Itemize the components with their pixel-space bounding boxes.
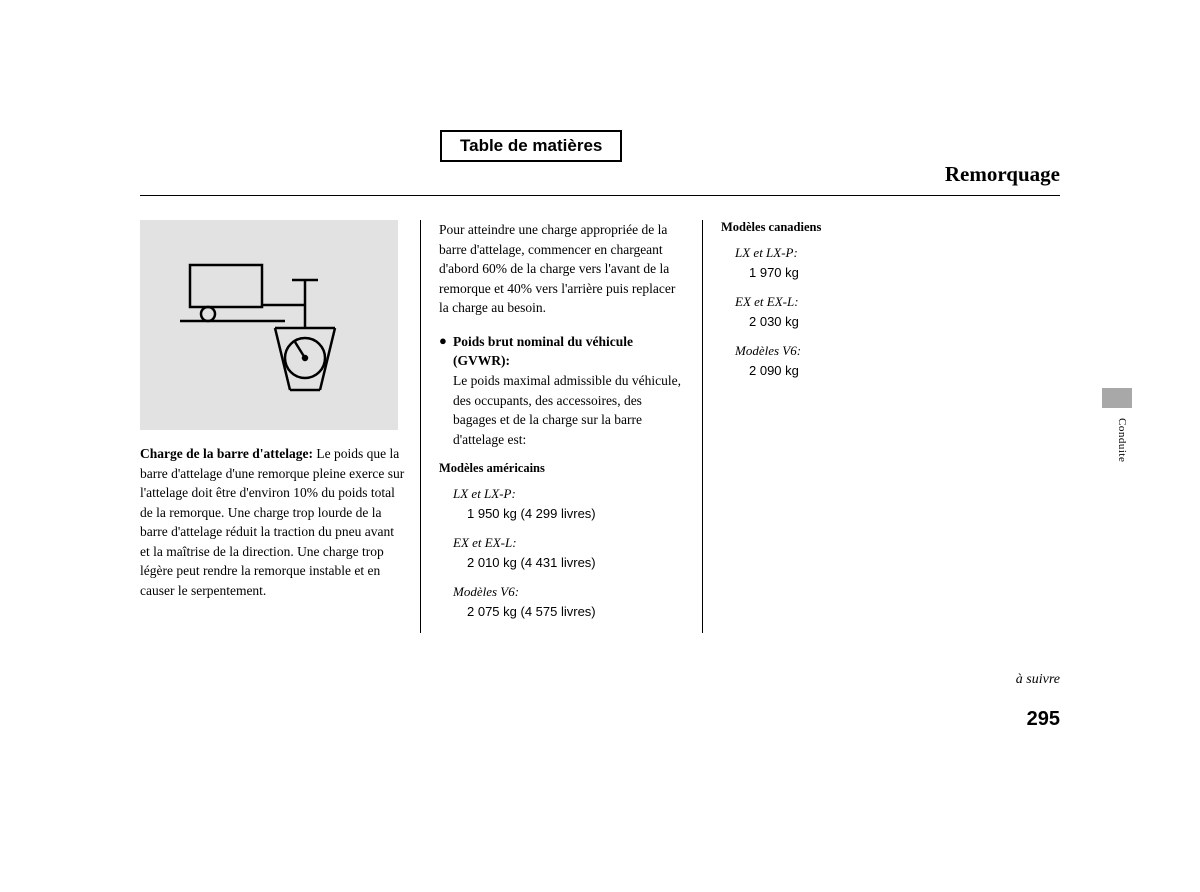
model-value: 1 970 kg <box>749 265 968 280</box>
continue-indicator: à suivre <box>1016 672 1060 688</box>
model-value: 2 010 kg (4 431 livres) <box>467 555 688 570</box>
divider <box>140 195 1060 196</box>
us-model-row: EX et EX-L: 2 010 kg (4 431 livres) <box>453 535 688 570</box>
section-tab-label: Conduite <box>1116 418 1128 462</box>
ca-model-row: LX et LX-P: 1 970 kg <box>735 245 968 280</box>
tongue-load-diagram <box>140 220 398 430</box>
column-1: Charge de la barre d'attelage: Le poids … <box>140 220 420 633</box>
us-model-row: Modèles V6: 2 075 kg (4 575 livres) <box>453 584 688 619</box>
gvwr-bold: Poids brut nominal du véhicule (GVWR): <box>453 334 633 369</box>
model-value: 1 950 kg (4 299 livres) <box>467 506 688 521</box>
toc-link[interactable]: Table de matières <box>440 130 622 162</box>
ca-model-row: EX et EX-L: 2 030 kg <box>735 294 968 329</box>
model-value: 2 090 kg <box>749 363 968 378</box>
tongue-load-paragraph: Charge de la barre d'attelage: Le poids … <box>140 444 406 601</box>
model-name: LX et LX-P: <box>453 486 688 502</box>
us-model-row: LX et LX-P: 1 950 kg (4 299 livres) <box>453 486 688 521</box>
model-name: Modèles V6: <box>735 343 968 359</box>
load-distribution-paragraph: Pour atteindre une charge appropriée de … <box>439 220 688 318</box>
trailer-scale-icon <box>180 260 360 400</box>
content-columns: Charge de la barre d'attelage: Le poids … <box>140 220 982 633</box>
ca-models-heading: Modèles canadiens <box>721 220 968 235</box>
tongue-load-text: Le poids que la barre d'attelage d'une r… <box>140 446 404 598</box>
model-value: 2 075 kg (4 575 livres) <box>467 604 688 619</box>
us-models-heading: Modèles américains <box>439 461 688 476</box>
gvwr-text: Le poids maximal admissible du véhicule,… <box>453 373 681 447</box>
column-2: Pour atteindre une charge appropriée de … <box>420 220 702 633</box>
ca-model-row: Modèles V6: 2 090 kg <box>735 343 968 378</box>
column-3: Modèles canadiens LX et LX-P: 1 970 kg E… <box>702 220 982 633</box>
bullet-icon: ● <box>439 332 453 449</box>
model-name: Modèles V6: <box>453 584 688 600</box>
model-name: EX et EX-L: <box>453 535 688 551</box>
page-number: 295 <box>1027 708 1060 731</box>
model-name: LX et LX-P: <box>735 245 968 261</box>
gvwr-bullet: ● Poids brut nominal du véhicule (GVWR):… <box>439 332 688 449</box>
section-title: Remorquage <box>945 162 1060 187</box>
model-value: 2 030 kg <box>749 314 968 329</box>
section-tab[interactable] <box>1102 388 1132 408</box>
model-name: EX et EX-L: <box>735 294 968 310</box>
toc-label: Table de matières <box>460 136 602 155</box>
tongue-load-bold: Charge de la barre d'attelage: <box>140 446 313 461</box>
